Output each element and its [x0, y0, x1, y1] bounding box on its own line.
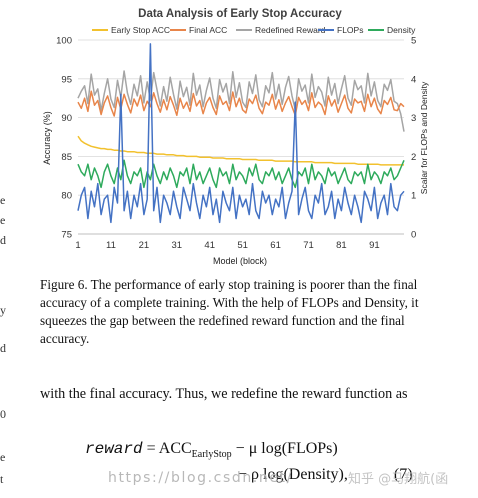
equation-number: (7)	[393, 466, 413, 483]
x-tick-label: 31	[171, 240, 182, 251]
margin-glyph: y	[0, 303, 6, 317]
y2-tick-label: 0	[411, 230, 416, 241]
plot-lines	[77, 43, 405, 224]
series-line-flops	[77, 43, 405, 224]
series-line-density	[77, 159, 405, 189]
margin-glyph: 0	[0, 407, 6, 421]
legend-label-density: Density	[387, 25, 416, 35]
y-tick-label: 90	[61, 113, 72, 124]
margin-glyph: t	[0, 472, 4, 486]
equation-line-2: − ρ log(Density), (7)	[238, 466, 413, 484]
y2-tick-label: 3	[411, 113, 416, 124]
y-axis-label: Accuracy (%)	[42, 111, 52, 165]
legend-label-flops: FLOPs	[337, 25, 363, 35]
margin-glyph: e	[0, 193, 6, 207]
figure-caption: Figure 6. The performance of early stop …	[40, 277, 419, 346]
y-tick-label: 80	[61, 191, 72, 202]
equation-acc-sub: EarlyStop	[191, 449, 232, 461]
equation-equals: =	[146, 440, 156, 457]
margin-glyph: e	[0, 450, 6, 464]
y-tick-label: 95	[61, 74, 72, 85]
chart-title: Data Analysis of Early Stop Accuracy	[138, 8, 342, 20]
x-axis-label: Model (block)	[213, 256, 267, 266]
x-tick-label: 41	[204, 240, 215, 251]
legend-label-redefined-reward: Redefined Reward	[255, 25, 326, 35]
y-tick-label: 100	[56, 36, 72, 47]
x-axis-ticks: 1 11 21 31 41 51 61 71 81 91	[75, 240, 379, 251]
x-tick-label: 51	[237, 240, 248, 251]
y-tick-label: 75	[61, 230, 72, 241]
x-tick-label: 71	[303, 240, 314, 251]
chart: Data Analysis of Early Stop Accuracy Ear…	[42, 8, 429, 266]
equation-lhs: reward	[85, 440, 143, 458]
y2-tick-label: 2	[411, 152, 416, 163]
equation-acc: ACC	[158, 440, 192, 457]
margin-glyph: d	[0, 341, 6, 355]
y2-tick-label: 4	[411, 74, 416, 85]
margin-glyph: d	[0, 233, 6, 247]
legend: Early Stop ACC Final ACC Redefined Reward F…	[92, 25, 416, 35]
y2-tick-label: 5	[411, 36, 416, 47]
y-axis-ticks: 75 80 85 90 95 100	[56, 36, 72, 241]
margin-glyph: e	[0, 213, 6, 227]
series-line-redefined-reward	[77, 70, 405, 132]
watermark-url: https://blog.csdn.net/	[108, 470, 293, 486]
y2-axis-label: Scalar for FLOPs and Density	[419, 81, 429, 194]
x-tick-label: 61	[270, 240, 281, 251]
watermark-author: 知乎 @马翔航(函	[348, 472, 449, 487]
x-tick-label: 11	[106, 240, 116, 251]
x-tick-label: 91	[369, 240, 380, 251]
series-line-final-acc	[77, 90, 405, 117]
y-tick-label: 85	[61, 152, 72, 163]
legend-label-final-acc: Final ACC	[189, 25, 227, 35]
x-tick-label: 1	[75, 240, 80, 251]
x-tick-label: 81	[336, 240, 347, 251]
equation-line-1: reward = ACCEarlyStop − μ log(FLOPs)	[85, 440, 338, 460]
equation-term2: − ρ log(Density),	[238, 466, 348, 483]
y2-tick-label: 1	[411, 191, 416, 202]
series-line-early-stop-acc	[77, 135, 404, 166]
legend-label-early-stop-acc: Early Stop ACC	[111, 25, 170, 35]
gridlines	[78, 39, 404, 235]
equation-term1: − μ log(FLOPs)	[235, 440, 338, 457]
body-paragraph: with the final accuracy. Thus, we redefi…	[40, 386, 408, 402]
y2-axis-ticks: 0 1 2 3 4 5	[411, 36, 416, 241]
x-tick-label: 21	[139, 240, 150, 251]
